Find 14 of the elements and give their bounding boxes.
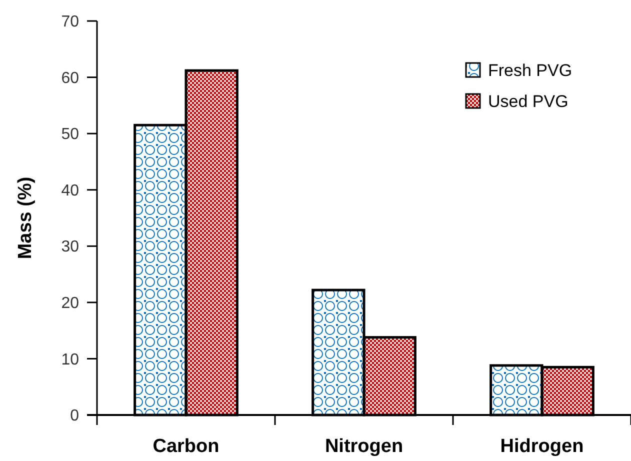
x-tick-label: Carbon — [152, 436, 220, 457]
y-tick-label: 30 — [61, 238, 80, 256]
y-tick-label: 70 — [61, 14, 80, 31]
legend-label: Fresh PVG — [488, 60, 572, 80]
y-tick-label: 40 — [61, 182, 80, 200]
y-tick-label: 60 — [61, 70, 80, 87]
y-tick-label: 50 — [61, 126, 80, 144]
y-tick-label: 0 — [70, 408, 80, 425]
y-tick-label: 10 — [61, 351, 80, 368]
x-tick-label: Hidrogen — [500, 436, 584, 457]
x-tick-label: Nitrogen — [324, 436, 404, 457]
y-axis-title: Mass (%) — [15, 176, 36, 260]
legend-label: Used PVG — [488, 92, 568, 111]
y-tick-label: 20 — [61, 295, 80, 312]
